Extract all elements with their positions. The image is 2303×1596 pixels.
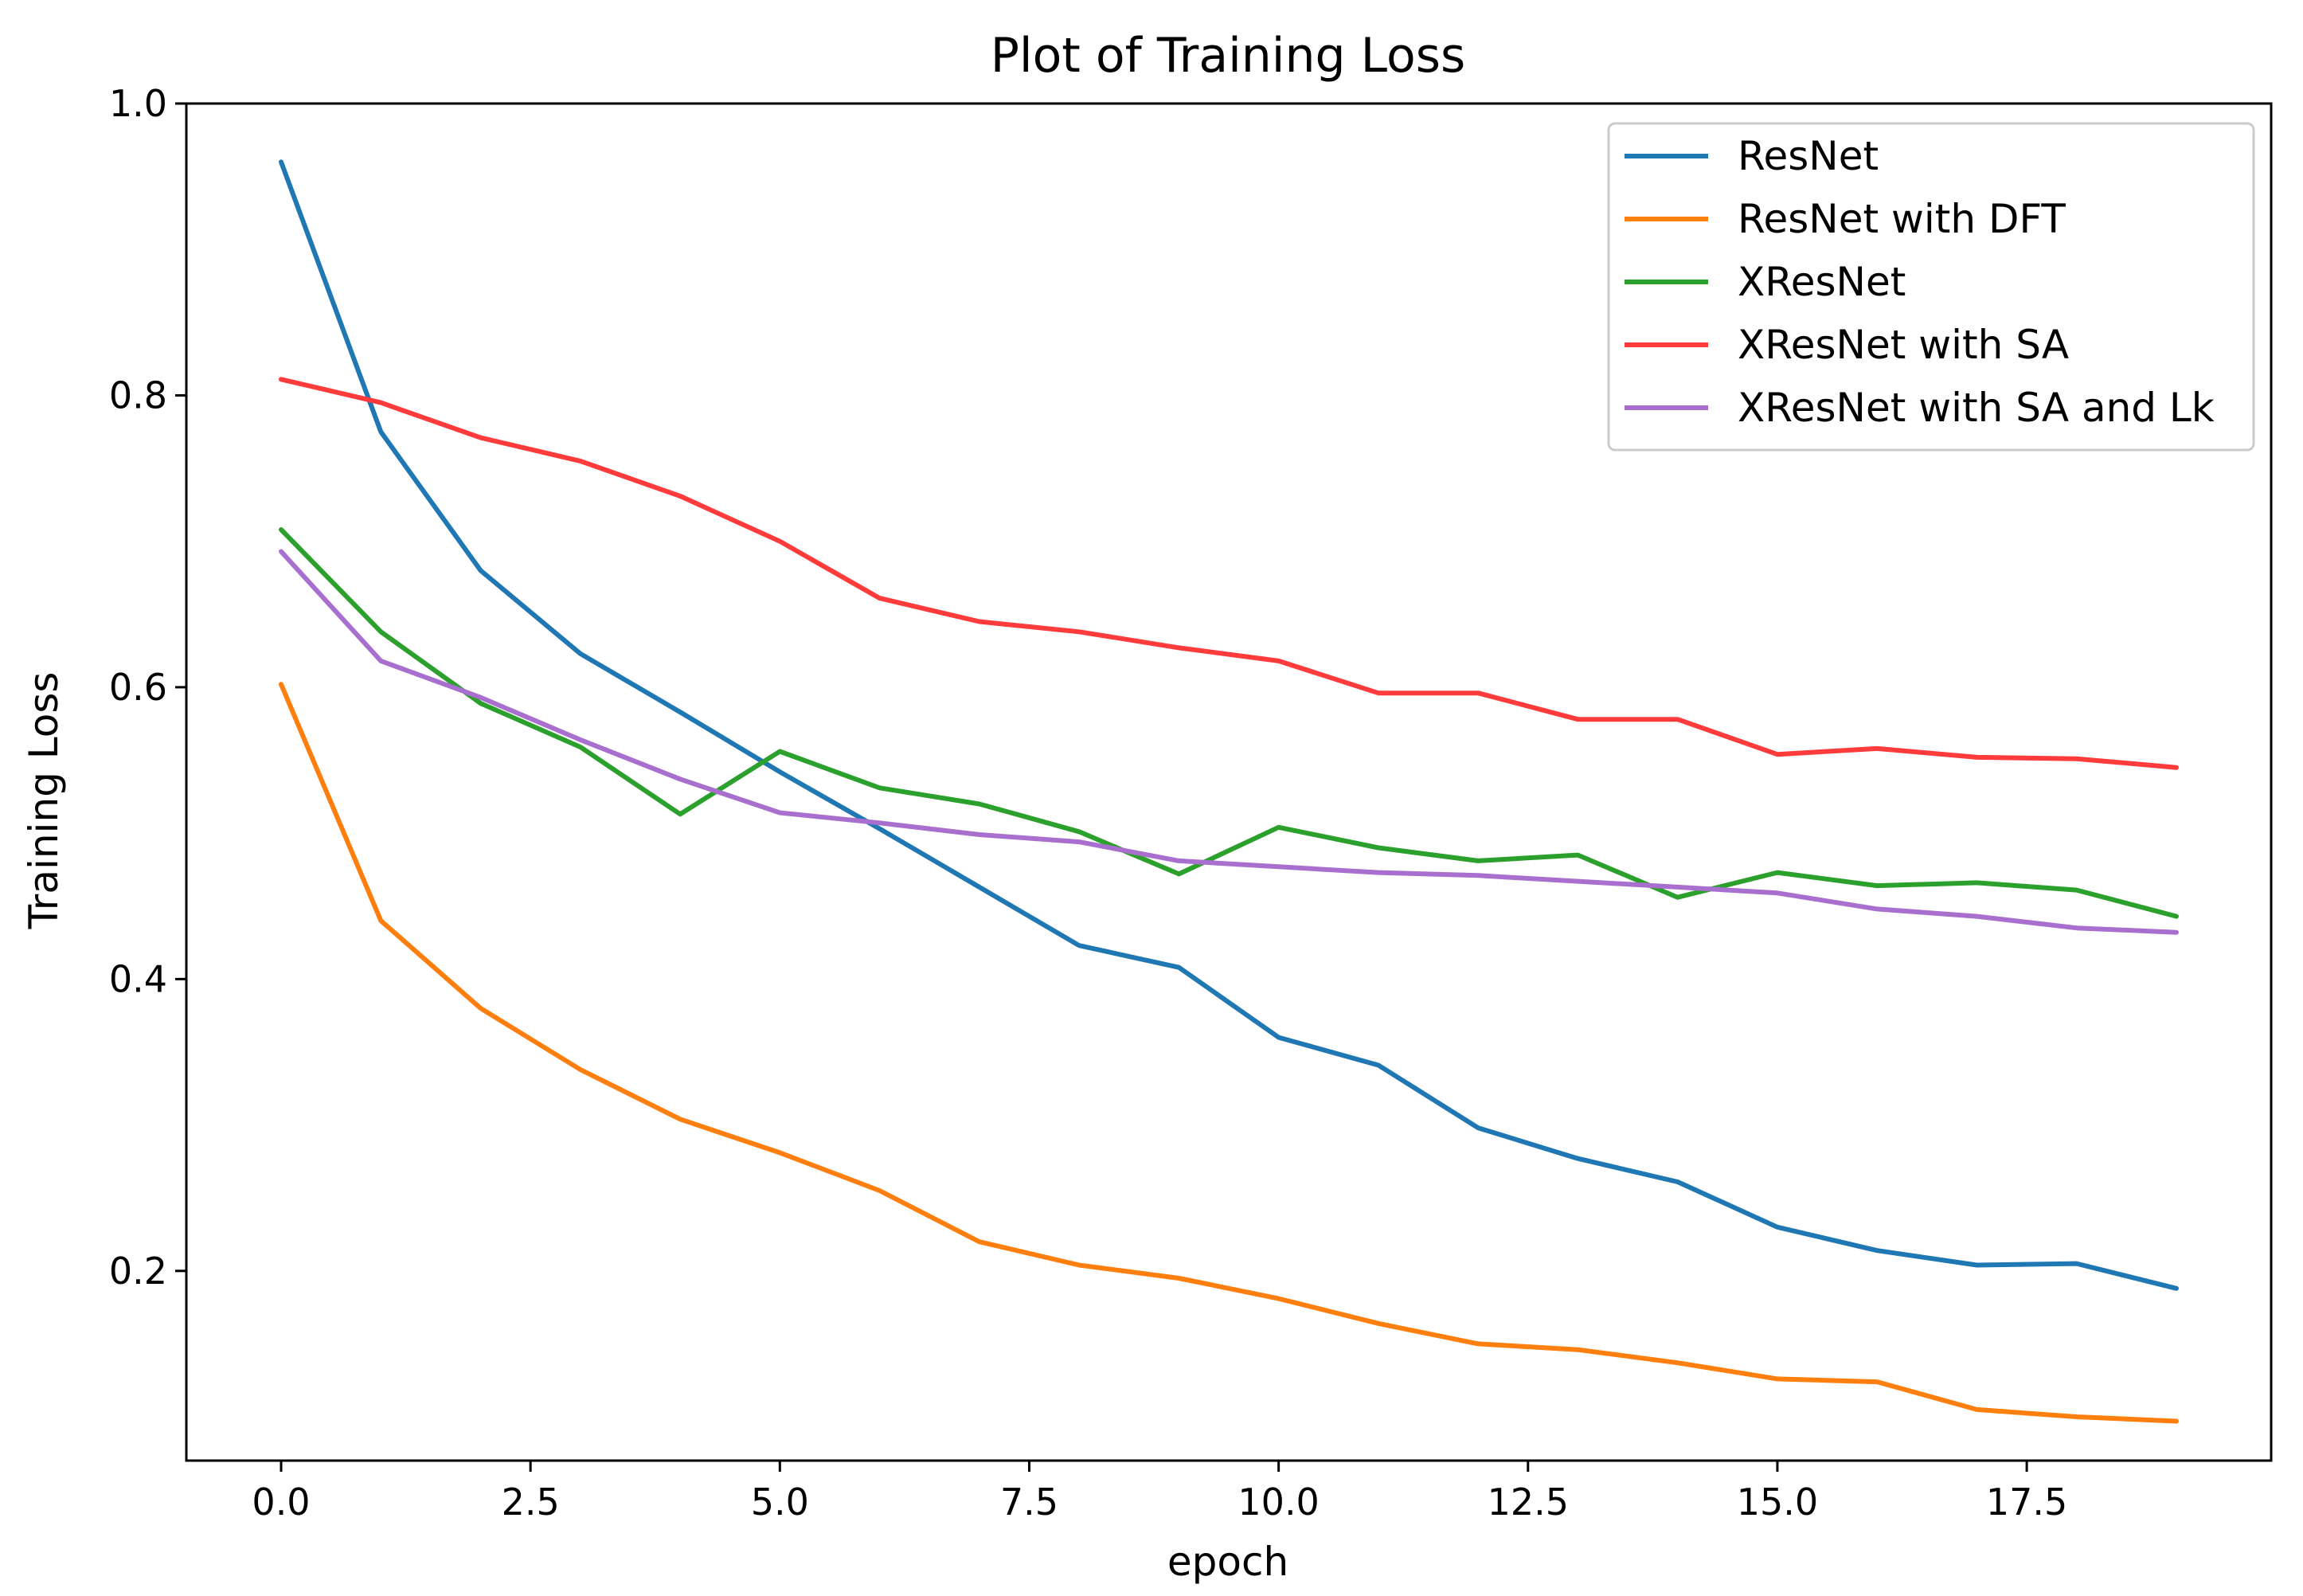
legend-label-xresnet-with-sa: XResNet with SA xyxy=(1738,322,2069,368)
x-tick-label: 7.5 xyxy=(1000,1481,1058,1524)
series-line-xresnet-with-sa-and-lk xyxy=(279,549,2179,935)
y-tick-label: 0.2 xyxy=(109,1250,167,1293)
x-tick-label: 5.0 xyxy=(751,1481,809,1524)
x-tick-label: 10.0 xyxy=(1238,1481,1319,1524)
y-tick-label: 0.8 xyxy=(109,374,167,417)
x-axis-title: epoch xyxy=(1167,1539,1288,1585)
y-axis-title: Training Loss xyxy=(21,672,67,930)
series-line-xresnet xyxy=(279,527,2179,919)
y-axis: 0.2 0.4 0.6 0.8 1.0 xyxy=(109,82,186,1293)
x-tick-label: 0.0 xyxy=(252,1481,310,1524)
x-tick-label: 2.5 xyxy=(502,1481,560,1524)
y-tick-label: 0.6 xyxy=(109,666,167,709)
x-tick-label: 15.0 xyxy=(1737,1481,1818,1524)
legend-label-xresnet-with-sa-and-lk: XResNet with SA and Lk xyxy=(1738,385,2215,431)
x-tick-label: 17.5 xyxy=(1986,1481,2067,1524)
series-line-resnet xyxy=(279,159,2179,1291)
legend-label-resnet-with-dft: ResNet with DFT xyxy=(1738,196,2066,242)
series-line-resnet-with-dft xyxy=(279,682,2179,1424)
chart-title: Plot of Training Loss xyxy=(991,28,1465,84)
legend: ResNet ResNet with DFT XResNet XResNet with… xyxy=(1607,122,2255,452)
series-layer xyxy=(279,159,2179,1424)
x-tick-label: 12.5 xyxy=(1488,1481,1569,1524)
plot-area-frame xyxy=(185,102,2273,1462)
series-line-xresnet-with-sa xyxy=(279,377,2179,770)
legend-box xyxy=(1607,122,2255,452)
y-tick-label: 0.4 xyxy=(109,957,167,1000)
y-tick-label: 1.0 xyxy=(109,82,167,125)
legend-label-resnet: ResNet xyxy=(1738,133,1879,179)
legend-label-xresnet: XResNet xyxy=(1738,259,1906,305)
x-axis: 0.0 2.5 5.0 7.5 10.0 12.5 15.0 17.5 xyxy=(252,1461,2067,1524)
